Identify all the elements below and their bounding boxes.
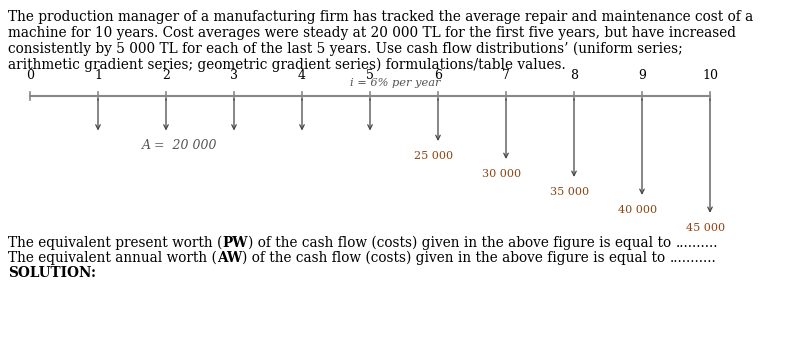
Text: ..........: .......... [676, 236, 718, 250]
Text: 35 000: 35 000 [551, 187, 589, 197]
Text: 30 000: 30 000 [483, 169, 521, 179]
Text: 5: 5 [366, 69, 374, 82]
Text: A =  20 000: A = 20 000 [142, 139, 218, 153]
Text: 9: 9 [638, 69, 646, 82]
Text: SOLUTION:: SOLUTION: [8, 266, 96, 280]
Text: 3: 3 [230, 69, 238, 82]
Text: arithmetic gradient series; geometric gradient series) formulations/table values: arithmetic gradient series; geometric gr… [8, 58, 566, 72]
Text: 7: 7 [502, 69, 510, 82]
Text: 25 000: 25 000 [414, 151, 453, 161]
Text: The equivalent annual worth (: The equivalent annual worth ( [8, 251, 217, 265]
Text: ) of the cash flow (costs) given in the above figure is equal to: ) of the cash flow (costs) given in the … [248, 236, 676, 250]
Text: The production manager of a manufacturing firm has tracked the average repair an: The production manager of a manufacturin… [8, 10, 753, 24]
Text: ) of the cash flow (costs) given in the above figure is equal to: ) of the cash flow (costs) given in the … [242, 251, 670, 265]
Text: consistently by 5 000 TL for each of the last 5 years. Use cash flow distributio: consistently by 5 000 TL for each of the… [8, 42, 683, 57]
Text: 4: 4 [298, 69, 306, 82]
Text: 2: 2 [162, 69, 170, 82]
Text: AW: AW [217, 251, 242, 265]
Text: PW: PW [222, 236, 248, 250]
Text: machine for 10 years. Cost averages were steady at 20 000 TL for the first five : machine for 10 years. Cost averages were… [8, 26, 736, 40]
Text: 45 000: 45 000 [687, 223, 725, 233]
Text: ...........: ........... [670, 251, 717, 265]
Text: The equivalent present worth (: The equivalent present worth ( [8, 236, 222, 250]
Text: 0: 0 [26, 69, 34, 82]
Text: 8: 8 [570, 69, 578, 82]
Text: 6: 6 [434, 69, 442, 82]
Text: 40 000: 40 000 [619, 205, 657, 215]
Text: i = 6% per year: i = 6% per year [350, 78, 441, 88]
Text: 1: 1 [94, 69, 102, 82]
Text: 10: 10 [702, 69, 718, 82]
